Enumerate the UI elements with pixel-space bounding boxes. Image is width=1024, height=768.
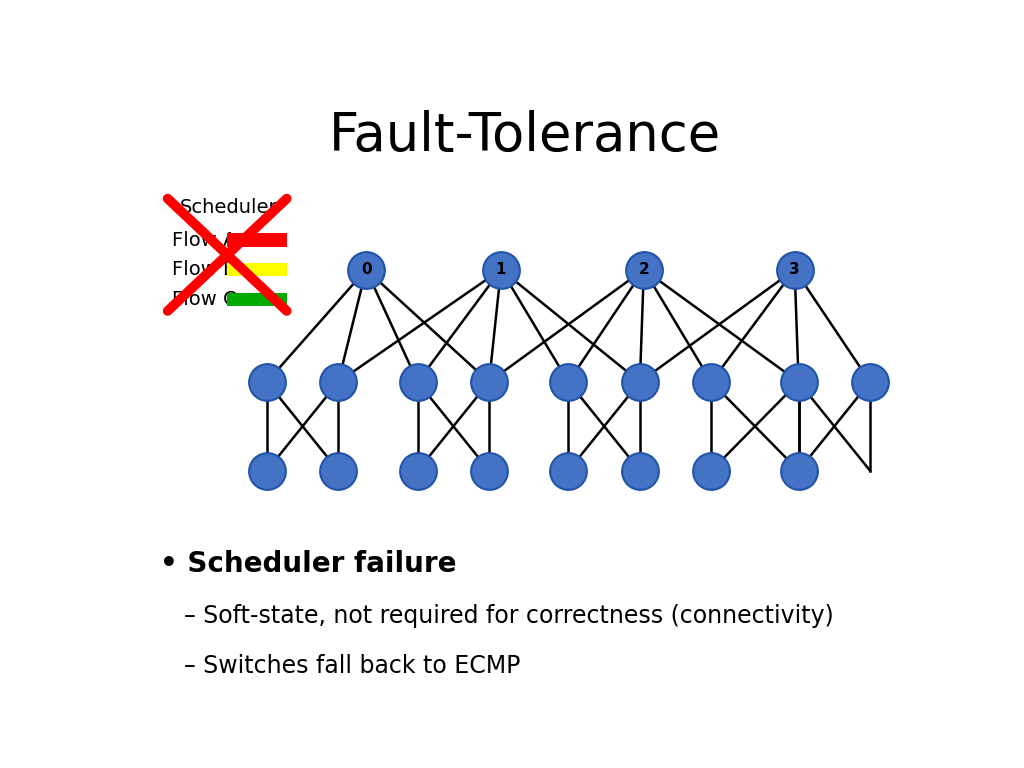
- Point: [330, 465, 346, 477]
- Point: [259, 376, 275, 388]
- Text: Flow A: Flow A: [172, 230, 236, 250]
- Point: [703, 465, 720, 477]
- Point: [862, 376, 879, 388]
- Point: [358, 263, 375, 276]
- Text: Scheduler: Scheduler: [179, 198, 278, 217]
- Bar: [227, 263, 287, 276]
- Bar: [227, 293, 287, 306]
- Point: [481, 376, 498, 388]
- Point: [493, 263, 509, 276]
- Text: • Scheduler failure: • Scheduler failure: [160, 551, 457, 578]
- Point: [786, 263, 803, 276]
- Point: [632, 376, 648, 388]
- Text: Flow C: Flow C: [172, 290, 237, 309]
- Point: [330, 376, 346, 388]
- Point: [481, 465, 498, 477]
- Point: [560, 376, 577, 388]
- Point: [259, 465, 275, 477]
- Point: [410, 376, 426, 388]
- Text: Flow B: Flow B: [172, 260, 236, 279]
- Bar: [227, 233, 287, 247]
- Point: [791, 376, 807, 388]
- Text: 2: 2: [639, 262, 649, 277]
- Text: Fault-Tolerance: Fault-Tolerance: [329, 110, 721, 162]
- Text: – Switches fall back to ECMP: – Switches fall back to ECMP: [183, 654, 520, 678]
- Point: [791, 465, 807, 477]
- Point: [703, 376, 720, 388]
- Text: 0: 0: [360, 262, 372, 277]
- Text: – Soft-state, not required for correctness (connectivity): – Soft-state, not required for correctne…: [183, 604, 834, 627]
- Point: [636, 263, 652, 276]
- Text: 1: 1: [496, 262, 506, 277]
- Point: [560, 465, 577, 477]
- Text: 3: 3: [790, 262, 800, 277]
- Point: [410, 465, 426, 477]
- Point: [632, 465, 648, 477]
